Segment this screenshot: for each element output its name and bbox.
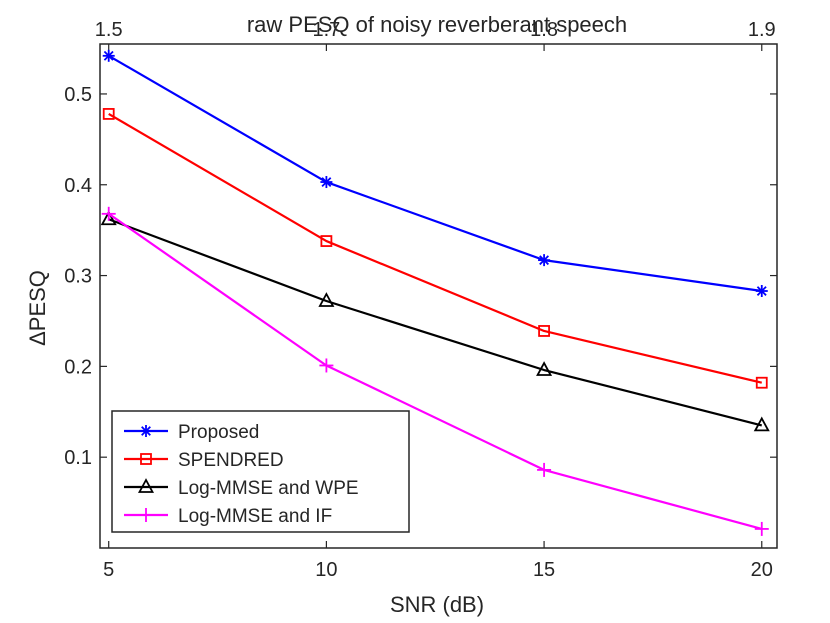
data-point: [102, 49, 115, 62]
data-point: [755, 376, 768, 389]
marker-stroke: [141, 426, 151, 436]
data-point: [319, 358, 334, 373]
series-2: [100, 210, 770, 432]
legend-entry: SPENDRED: [124, 450, 284, 471]
series-1: [102, 108, 768, 389]
legend-label: SPENDRED: [178, 450, 284, 471]
data-point: [755, 285, 768, 298]
marker-stroke: [756, 286, 767, 296]
legend-entry: Proposed: [124, 422, 259, 443]
axes-box: [99, 43, 778, 549]
y-tick-label: 0.3: [64, 266, 92, 288]
data-point: [753, 416, 770, 432]
x-tick-label: 20: [751, 559, 773, 581]
data-point: [101, 206, 116, 221]
y-tick-label: 0.4: [64, 175, 92, 197]
series-3: [101, 206, 769, 536]
x-axis-label: SNR (dB): [390, 592, 484, 617]
data-point: [537, 462, 552, 477]
legend-marker: [137, 478, 155, 493]
data-point: [100, 210, 117, 226]
marker-stroke: [321, 177, 332, 187]
marker-stroke: [539, 255, 550, 266]
series-0: [102, 49, 768, 298]
y-tick-label: 0.5: [64, 84, 92, 106]
top-tick-label: 1.8: [530, 19, 558, 41]
legend-box: [111, 410, 410, 533]
x-tick-label: 15: [533, 559, 555, 581]
series-line: [108, 54, 762, 293]
legend-marker: [139, 508, 153, 522]
legend-entry: Log-MMSE and IF: [124, 506, 332, 527]
legend-marker: [140, 425, 152, 437]
legend-entry: Log-MMSE and WPE: [124, 478, 359, 499]
top-tick-label: 1.9: [748, 19, 776, 41]
y-tick-label: 0.2: [64, 356, 92, 378]
top-tick-label: 1.7: [312, 19, 340, 41]
top-axis-label: raw PESQ of noisy reverberant speech: [247, 12, 627, 37]
series-line: [108, 112, 763, 384]
series-line: [108, 218, 763, 427]
x-tick-label: 10: [315, 559, 337, 581]
data-point: [318, 292, 335, 307]
y-tick-label: 0.1: [64, 447, 92, 469]
data-point: [538, 325, 550, 337]
plot-layer: 5 10 15 20 1.5 1.7 1.8 1.9 0.1 0.2 0.3 0.4 0.5: [64, 19, 778, 581]
legend-label: Proposed: [178, 422, 259, 443]
data-point: [320, 176, 333, 189]
data-point: [536, 361, 553, 376]
legend-marker: [140, 453, 152, 465]
data-point: [320, 235, 333, 247]
top-tick-label: 1.5: [95, 19, 123, 41]
legend-label: Log-MMSE and WPE: [178, 478, 359, 499]
series-line: [108, 212, 763, 530]
legend: Proposed SPENDRED Log-MMSE and WPE Log-MMSE…: [111, 410, 410, 533]
data-point: [102, 108, 115, 120]
legend-label: Log-MMSE and IF: [178, 506, 332, 527]
y-axis-label: ΔPESQ: [25, 270, 50, 346]
data-point: [538, 254, 551, 267]
data-point: [754, 521, 769, 536]
marker-stroke: [103, 50, 114, 61]
x-tick-label: 5: [103, 559, 114, 581]
